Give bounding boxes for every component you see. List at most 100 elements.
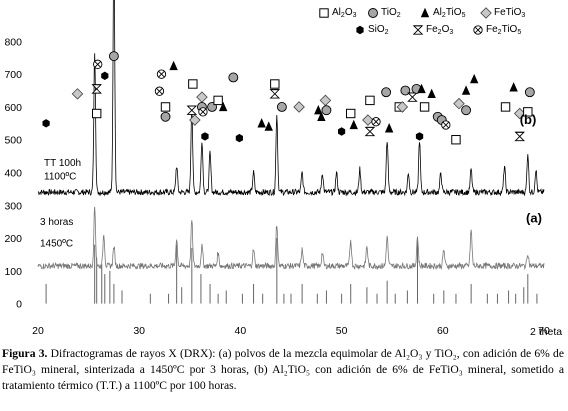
marker-Al2TiO5-icon bbox=[314, 105, 323, 115]
y-tick-label: 300 bbox=[4, 200, 22, 212]
marker-Fe2TiO5-icon bbox=[93, 59, 103, 69]
legend-entry: FeTiO3 bbox=[480, 7, 525, 19]
legend-label: Fe2O3 bbox=[426, 24, 453, 36]
marker-FeTiO3-icon bbox=[196, 91, 208, 103]
marker-Al2O3-icon bbox=[451, 135, 461, 145]
reference-stick-pattern bbox=[45, 238, 538, 304]
marker-Fe2O3-icon bbox=[407, 92, 418, 102]
triangle-icon bbox=[427, 88, 436, 99]
legend-label: FeTiO3 bbox=[494, 7, 525, 19]
hexagon-icon bbox=[235, 133, 243, 143]
x-tick-label: 40 bbox=[235, 325, 247, 337]
hexagon-icon bbox=[338, 127, 346, 136]
triangle-icon bbox=[384, 123, 394, 133]
x-axis-label: 2 theta bbox=[530, 326, 562, 338]
marker-FeTiO3-icon bbox=[480, 7, 492, 19]
series-b-note: TT 100h bbox=[44, 158, 81, 169]
marker-SiO2-icon bbox=[338, 127, 346, 136]
marker-SiO2-icon bbox=[201, 132, 209, 141]
marker-Al2O3-icon bbox=[91, 108, 102, 119]
hexagon-icon bbox=[201, 132, 209, 141]
marker-Al2TiO5-icon bbox=[384, 123, 394, 133]
circle-icon bbox=[108, 51, 119, 62]
marker-Al2TiO5-icon bbox=[169, 60, 178, 71]
square-icon bbox=[91, 108, 102, 119]
caption-text: Difractogramas de rayos X (DRX): (a) pol… bbox=[2, 347, 564, 392]
legend-entry: Fe2O3 bbox=[412, 24, 453, 36]
caption-label: Figura 3. bbox=[2, 347, 48, 360]
triangle-icon bbox=[509, 82, 518, 92]
y-tick-label: 100 bbox=[4, 266, 22, 278]
marker-Al2O3-icon bbox=[500, 102, 511, 112]
series-line-0 bbox=[37, 0, 545, 197]
hexagon-icon bbox=[101, 71, 109, 80]
marker-Fe2O3-icon bbox=[91, 84, 102, 94]
marker-Al2TiO5-icon bbox=[469, 73, 479, 84]
marker-Al2O3-icon bbox=[319, 8, 329, 18]
square-icon bbox=[270, 79, 280, 89]
square-icon bbox=[365, 95, 375, 106]
triangle-icon bbox=[420, 7, 430, 18]
marker-Al2TiO5-icon bbox=[264, 121, 273, 131]
circle-icon bbox=[160, 111, 171, 122]
marker-Al2TiO5-icon bbox=[349, 119, 358, 130]
hourglass-icon bbox=[364, 126, 376, 137]
series-line-1 bbox=[37, 206, 545, 271]
square-icon bbox=[319, 8, 329, 18]
marker-Al2O3-icon bbox=[365, 95, 375, 106]
triangle-icon bbox=[469, 73, 479, 84]
marker-Fe2TiO5-icon bbox=[156, 69, 167, 79]
diamond-icon bbox=[189, 114, 201, 126]
marker-FeTiO3-icon bbox=[362, 114, 374, 126]
marker-Al2TiO5-icon bbox=[417, 83, 426, 94]
series-b-label: (b) bbox=[520, 112, 537, 127]
marker-TiO2-icon bbox=[228, 72, 239, 83]
marker-Al2O3-icon bbox=[523, 107, 533, 117]
diamond-icon bbox=[362, 114, 374, 126]
triangle-icon bbox=[218, 101, 228, 112]
marker-Al2O3-icon bbox=[188, 79, 198, 89]
cross-stroke-icon bbox=[158, 70, 165, 78]
marker-Al2TiO5-icon bbox=[427, 88, 436, 99]
legend: Al2O3 TiO2 Al2TiO5 FeTiO3 SiO2 Fe2O3 Fe2TiO5 bbox=[319, 7, 525, 36]
diamond-icon bbox=[453, 97, 465, 110]
series-a-label: (a) bbox=[526, 210, 542, 225]
hexagon-icon bbox=[356, 25, 364, 35]
marker-Al2TiO5-icon bbox=[420, 7, 430, 18]
marker-TiO2-icon bbox=[321, 105, 332, 116]
x-tick-label: 20 bbox=[32, 325, 44, 337]
marker-SiO2-icon bbox=[356, 25, 364, 35]
legend-label: SiO2 bbox=[368, 24, 389, 36]
marker-Fe2TiO5-icon bbox=[198, 107, 208, 117]
circle-icon bbox=[524, 87, 535, 98]
square-icon bbox=[419, 102, 430, 112]
cross-stroke-icon bbox=[94, 61, 101, 68]
triangle-icon bbox=[257, 118, 266, 128]
marker-FeTiO3-icon bbox=[189, 114, 201, 126]
y-tick-label: 600 bbox=[4, 102, 22, 114]
square-icon bbox=[188, 79, 198, 89]
square-icon bbox=[451, 135, 461, 145]
marker-Fe2O3-icon bbox=[269, 89, 281, 99]
square-icon bbox=[346, 108, 356, 119]
diamond-icon bbox=[396, 101, 409, 113]
marker-FeTiO3-icon bbox=[293, 101, 305, 113]
marker-Al2O3-icon bbox=[270, 79, 280, 89]
cross-stroke-icon bbox=[199, 108, 207, 116]
cross-stroke-icon bbox=[442, 121, 450, 129]
marker-TiO2-icon bbox=[276, 101, 287, 112]
circle-icon bbox=[368, 8, 378, 18]
marker-FeTiO3-icon bbox=[453, 97, 465, 110]
legend-label: Al2O3 bbox=[332, 7, 357, 19]
marker-Al2O3-icon bbox=[419, 102, 430, 112]
phase-markers bbox=[42, 51, 535, 145]
triangle-icon bbox=[317, 111, 326, 121]
triangle-icon bbox=[349, 119, 358, 130]
y-tick-label: 0 bbox=[16, 299, 22, 311]
square-icon bbox=[213, 95, 223, 106]
marker-TiO2-icon bbox=[108, 51, 119, 62]
hourglass-icon bbox=[269, 89, 281, 99]
circle-icon bbox=[276, 101, 287, 112]
cross-stroke-icon bbox=[372, 118, 380, 125]
marker-TiO2-icon bbox=[381, 87, 392, 98]
